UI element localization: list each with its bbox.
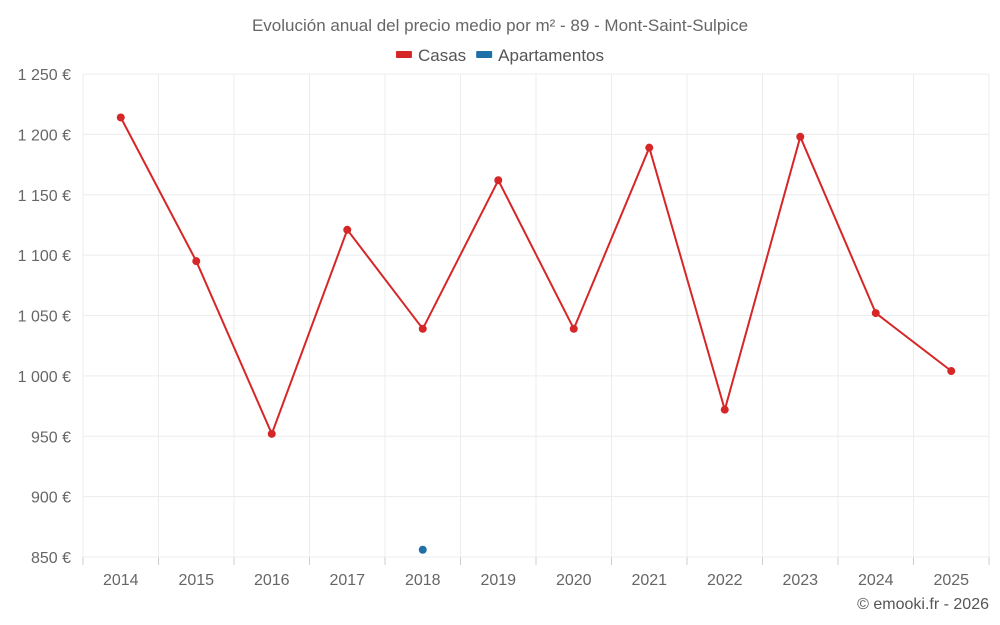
x-tick-label: 2016: [254, 572, 290, 589]
x-tick-label: 2014: [103, 572, 139, 589]
credit-text: © emooki.fr - 2026: [857, 596, 989, 613]
series-line-casas: [119, 117, 952, 437]
y-tick-label: 850 €: [31, 550, 71, 567]
y-tick-label: 1 100 €: [18, 248, 71, 265]
data-point-casas-2023[interactable]: [796, 132, 805, 141]
chart-title: Evolución anual del precio medio por m² …: [252, 16, 748, 35]
x-tick-label: 2015: [178, 572, 214, 589]
legend-swatch: [395, 51, 412, 58]
data-point-casas-2021[interactable]: [645, 143, 654, 152]
data-point-casas-2018[interactable]: [418, 324, 427, 333]
y-axis-ticks: 850 € 900 € 950 € 1 000 € 1 050 € 1 100 € 1 15…: [18, 67, 71, 567]
x-tick-label: 2021: [631, 572, 667, 589]
data-point-casas-2017[interactable]: [343, 225, 352, 234]
x-tick-label: 2020: [556, 572, 592, 589]
y-tick-label: 950 €: [31, 429, 71, 446]
legend-label: Casas: [418, 46, 466, 65]
x-tick-label: 2019: [480, 572, 516, 589]
series-apartamentos: [418, 545, 427, 554]
data-point-casas-2022[interactable]: [720, 405, 729, 414]
data-point-casas-2014[interactable]: [116, 113, 125, 122]
data-point-apartamentos-2018[interactable]: [418, 545, 427, 554]
data-point-casas-2025[interactable]: [947, 367, 956, 376]
data-point-casas-2019[interactable]: [494, 176, 503, 185]
x-tick-label: 2024: [858, 572, 894, 589]
y-tick-label: 1 150 €: [18, 188, 71, 205]
y-tick-label: 900 €: [31, 490, 71, 507]
legend[interactable]: Casas Apartamentos: [395, 46, 604, 65]
x-gridlines: [82, 74, 990, 565]
y-tick-label: 1 000 €: [18, 369, 71, 386]
y-tick-label: 1 250 €: [18, 67, 71, 84]
data-point-casas-2016[interactable]: [267, 429, 276, 438]
series-casas: [116, 113, 956, 438]
x-tick-label: 2022: [707, 572, 743, 589]
legend-item-casas[interactable]: Casas: [395, 46, 466, 65]
data-point-casas-2020[interactable]: [569, 324, 578, 333]
legend-swatch: [476, 51, 493, 58]
y-tick-label: 1 200 €: [18, 127, 71, 144]
legend-label: Apartamentos: [498, 46, 604, 65]
x-axis-ticks: 2014 2015 2016 2017 2018 2019 2020 2021 2022 2023…: [103, 572, 969, 589]
x-tick-label: 2018: [405, 572, 441, 589]
series-group: [116, 113, 956, 554]
x-tick-label: 2017: [329, 572, 365, 589]
x-tick-label: 2023: [782, 572, 818, 589]
legend-item-apartamentos[interactable]: Apartamentos: [476, 46, 604, 65]
data-point-casas-2015[interactable]: [192, 257, 201, 266]
x-tick-label: 2025: [933, 572, 969, 589]
y-tick-label: 1 050 €: [18, 309, 71, 326]
data-point-casas-2024[interactable]: [871, 309, 880, 318]
